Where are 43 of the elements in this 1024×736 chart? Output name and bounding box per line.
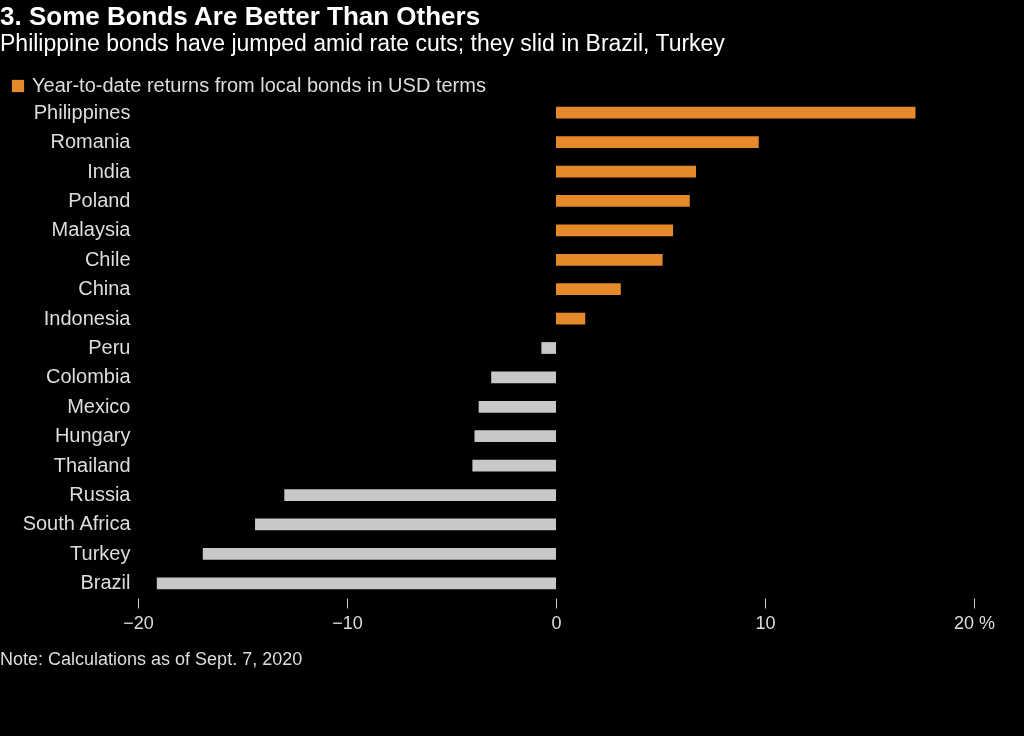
y-tick-label: Brazil (80, 571, 131, 594)
bar (284, 489, 556, 501)
y-tick-label: Philippines (33, 100, 131, 123)
y-tick-label: Hungary (54, 424, 131, 447)
chart-title: 3. Some Bonds Are Better Than Others (0, 1, 481, 31)
bar (556, 283, 621, 296)
y-tick-label: Russia (69, 483, 132, 506)
y-tick-label: Colombia (46, 365, 132, 388)
y-tick-label: Chile (84, 247, 131, 270)
y-tick-label: Poland (68, 188, 131, 211)
text: Note: Calculations as of Sept. 7, 2020 (0, 649, 303, 669)
bar (556, 253, 663, 266)
bar (472, 459, 556, 472)
bar (202, 548, 556, 560)
y-tick-label: Peru (88, 336, 131, 358)
y-tick-label: Thailand (53, 453, 131, 476)
x-tick-label: 10 (755, 612, 776, 633)
legend-label: Year-to-date returns from local bonds in USD terms (32, 74, 486, 96)
y-tick-label: Malaysia (51, 218, 132, 241)
bar (556, 136, 759, 148)
bar (156, 577, 556, 590)
y-tick-label: South Africa (22, 512, 132, 535)
bar (556, 106, 916, 119)
y-tick-label: China (78, 277, 132, 300)
y-tick-label: Romania (50, 130, 132, 153)
bar (474, 430, 556, 443)
y-tick-label: Turkey (70, 541, 131, 564)
bar (556, 224, 674, 237)
x-tick-label: −10 (332, 612, 363, 633)
bar (556, 165, 697, 178)
x-tick-label: 0 (551, 612, 562, 633)
x-tick-label: −20 (123, 612, 154, 633)
y-tick-label: Indonesia (43, 306, 132, 329)
bar (491, 371, 556, 384)
bar (556, 312, 586, 325)
bar (255, 518, 556, 531)
y-tick-label: India (87, 159, 132, 182)
y-tick-label: Mexico (67, 394, 131, 417)
bar (556, 195, 690, 207)
x-tick-label: 20 % (953, 612, 996, 633)
bar (478, 400, 556, 413)
chart-subtitle: Philippine bonds have jumped amid rate cuts; they slid in Brazil, Turkey (0, 30, 726, 56)
bar (541, 342, 556, 354)
